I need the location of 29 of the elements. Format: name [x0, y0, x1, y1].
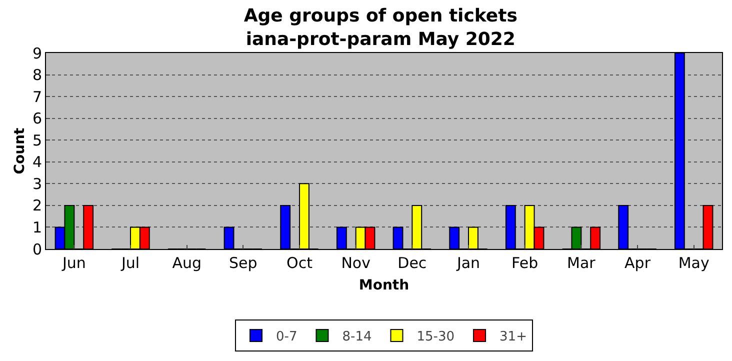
x-tick-label: Jun: [61, 254, 86, 272]
y-tick-label: 0: [32, 240, 42, 258]
y-tick-label: 6: [32, 110, 42, 128]
x-tick-label: Mar: [567, 254, 596, 272]
y-tick-label: 9: [32, 44, 42, 62]
x-tick-label: Nov: [341, 254, 371, 272]
x-tick-label: Aug: [172, 254, 202, 272]
y-tick-label: 8: [32, 66, 42, 84]
y-axis-title: Count: [12, 127, 28, 174]
x-tick-label: Dec: [398, 254, 427, 272]
chart-title: Age groups of open tickets iana-prot-param May 2022: [244, 6, 518, 50]
y-tick-label: 7: [32, 88, 42, 106]
x-tick-label: Oct: [286, 254, 313, 272]
y-tick-label: 5: [32, 131, 42, 150]
x-axis-title: Month: [358, 277, 410, 294]
y-tick-label: 3: [32, 174, 42, 193]
x-tick-label: May: [678, 254, 710, 272]
legend-label: 31+: [500, 330, 527, 345]
y-tick-label: 1: [32, 218, 42, 236]
y-tick-label: 4: [32, 153, 42, 172]
legend-label: 0-7: [276, 330, 298, 345]
x-tick-label: Feb: [512, 254, 538, 272]
x-tick-label: Apr: [624, 254, 652, 272]
x-tick-label: Sep: [229, 254, 258, 272]
x-tick-label: Jan: [456, 254, 480, 272]
legend-label: 8-14: [342, 330, 372, 345]
x-tick-label: Jul: [120, 254, 140, 272]
y-tick-label: 2: [32, 196, 42, 215]
legend-label: 15-30: [416, 330, 455, 345]
